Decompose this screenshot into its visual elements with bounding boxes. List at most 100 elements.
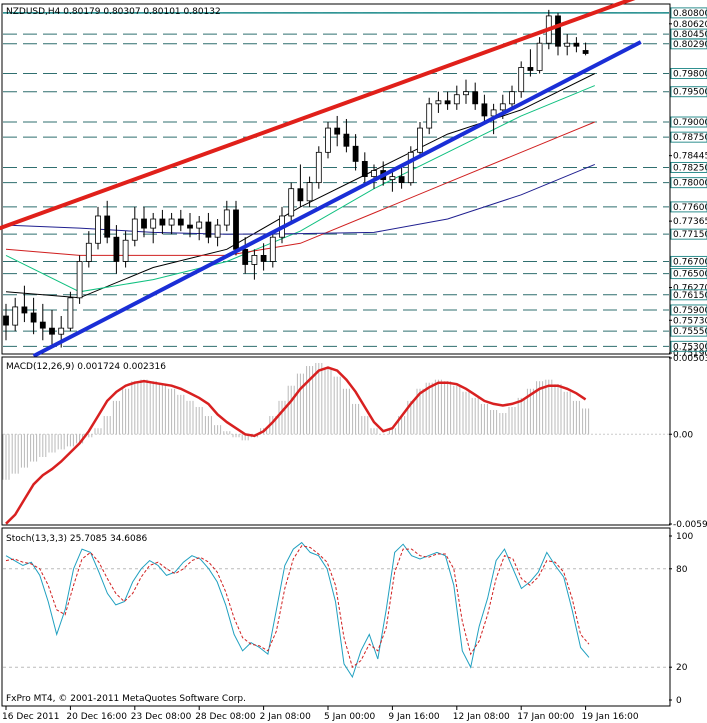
level-label-box — [670, 177, 707, 189]
stoch-tick-label: 80 — [676, 565, 688, 575]
stoch-tick-label: 20 — [676, 663, 688, 673]
candle-body — [509, 91, 515, 105]
time-tick-label: 12 Jan 08:00 — [453, 712, 510, 722]
candle-body — [518, 67, 525, 93]
candle-body — [536, 42, 543, 71]
macd-histogram — [2, 363, 669, 480]
candle-body — [159, 218, 166, 226]
time-tick-label: 28 Dec 08:00 — [195, 712, 256, 722]
candle-body — [205, 221, 212, 238]
level-label: 0.75550 — [673, 327, 707, 337]
candle-body — [389, 176, 396, 181]
time-tick-label: 2 Jan 08:00 — [260, 712, 312, 722]
candle-body — [472, 91, 479, 105]
candle-body — [555, 15, 561, 47]
level-label: 0.75300 — [673, 342, 707, 352]
candle-body — [325, 127, 331, 153]
candle-body — [85, 242, 92, 262]
stoch-panel: Stoch(13,3,3) 25.7085 34.6086 100 80 20 0 F… — [1, 527, 693, 707]
moving-average-line — [5, 121, 595, 256]
macd-panel-frame — [1, 356, 671, 526]
candle-body — [141, 218, 147, 229]
stoch-main-line — [5, 541, 590, 679]
candle-body — [315, 151, 322, 184]
candle-body — [242, 248, 249, 265]
level-label-box — [670, 304, 707, 316]
stoch-axis-ticks: 100 80 20 0 — [669, 532, 693, 706]
level-label: 0.77600 — [673, 203, 707, 213]
level-label-box — [670, 131, 707, 143]
candle-body — [573, 42, 580, 47]
moving-average-line — [5, 85, 595, 293]
level-label-box — [670, 228, 707, 240]
candle-body — [58, 327, 65, 335]
macd-axis-ticks: 0.00503 0.00 -0.00592 — [669, 354, 707, 530]
time-tick-label: 19 Jan 16:00 — [582, 712, 639, 722]
candle-body — [3, 315, 9, 326]
level-label-box — [670, 7, 707, 19]
candle-body — [407, 151, 414, 184]
macd-panel: MACD(12,26,9) 0.001724 0.002316 0.005030… — [1, 354, 707, 530]
level-label-box — [670, 289, 707, 301]
candle-body — [371, 170, 377, 177]
level-label: 0.76700 — [673, 257, 707, 267]
candle-body — [214, 224, 221, 238]
level-label-box — [670, 255, 707, 267]
candlesticks — [3, 9, 589, 348]
candle-body — [582, 50, 589, 54]
candle-body — [168, 218, 175, 226]
candle-body — [104, 215, 111, 238]
time-tick-label: 17 Jan 00:00 — [517, 712, 574, 722]
level-label: 0.79800 — [673, 70, 707, 80]
candle-body — [499, 103, 506, 111]
stoch-panel-frame — [1, 527, 671, 707]
price-tick-label: 0.76270 — [673, 284, 707, 294]
candle-body — [260, 254, 267, 262]
candle-body — [269, 236, 276, 262]
candle-body — [187, 224, 193, 229]
candle-body — [95, 215, 101, 244]
level-label: 0.79000 — [673, 118, 707, 128]
stoch-panel-title: Stoch(13,3,3) 25.7085 34.6086 — [6, 534, 147, 544]
level-label: 0.79500 — [673, 88, 707, 98]
level-label-box — [670, 68, 707, 80]
candle-body — [67, 297, 74, 329]
candle-body — [131, 218, 138, 241]
candle-body — [463, 91, 469, 96]
candle-body — [481, 103, 488, 117]
channel-lines — [0, 0, 642, 358]
candle-body — [49, 327, 55, 335]
macd-signal-path — [5, 366, 587, 525]
level-label: 0.76500 — [673, 270, 707, 280]
level-label-box — [670, 116, 707, 128]
level-label-box — [670, 86, 707, 98]
macd-signal-line — [5, 366, 587, 525]
candle-body — [343, 133, 350, 147]
level-label: 0.75900 — [673, 306, 707, 316]
copyright-footer: FxPro MT4, © 2001-2011 MetaQuotes Softwa… — [6, 694, 246, 704]
price-tick-label: 0.75730 — [673, 316, 707, 326]
candle-body — [196, 221, 203, 229]
level-label: 0.80290 — [673, 40, 707, 50]
candle-body — [453, 94, 460, 105]
candle-body — [444, 100, 451, 105]
time-tick-label: 16 Dec 2011 — [2, 712, 60, 722]
candle-body — [223, 209, 230, 226]
candle-body — [361, 161, 368, 177]
candle-body — [39, 321, 46, 329]
price-axis-ticks: 0.80620 0.78445 0.77365 0.76270 0.75730 0.751… — [669, 20, 707, 359]
level-label: 0.80450 — [673, 30, 707, 40]
time-tick-label: 23 Dec 08:00 — [131, 712, 192, 722]
price-tick-label: 0.78445 — [673, 152, 707, 162]
candle-body — [426, 103, 433, 129]
candle-body — [113, 236, 120, 262]
stoch-signal-line — [5, 545, 590, 669]
candle-body — [251, 254, 258, 265]
candle-body — [398, 176, 405, 184]
macd-panel-title: MACD(12,26,9) 0.001724 0.002316 — [6, 362, 166, 372]
stochastic-lines — [3, 541, 669, 679]
level-label-box — [670, 340, 707, 352]
level-label: 0.80800 — [673, 9, 707, 19]
